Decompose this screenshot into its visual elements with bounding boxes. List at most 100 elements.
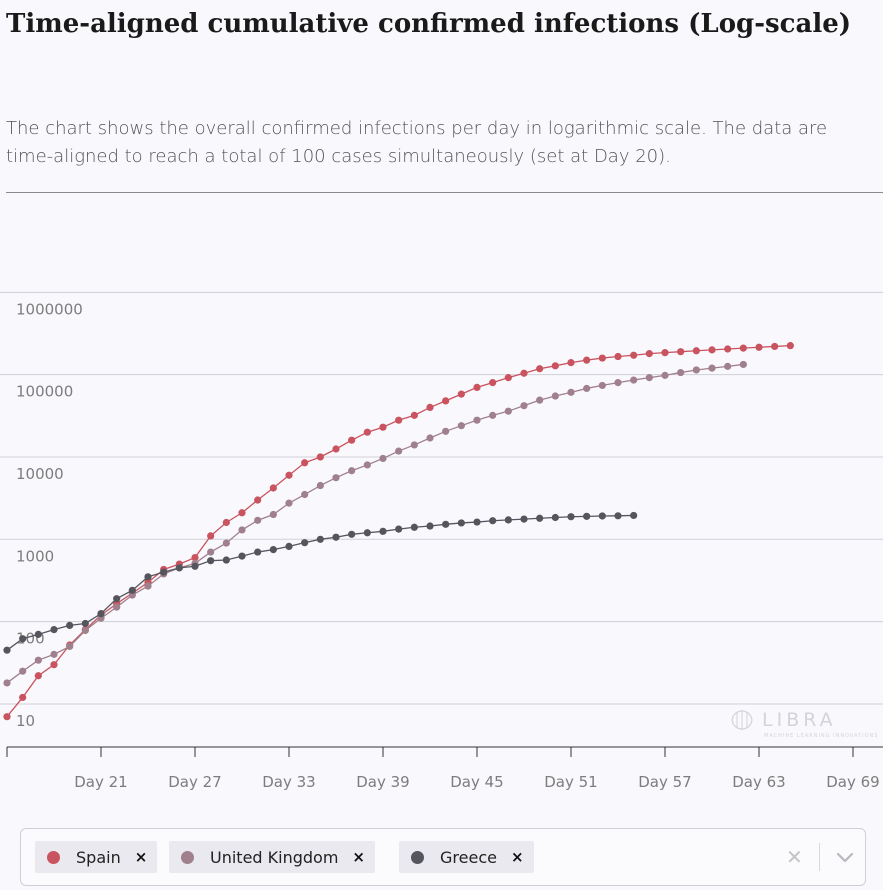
y-tick-label: 100000 [16,383,73,401]
data-point [207,557,214,564]
data-point [379,455,386,462]
data-point [599,354,606,361]
data-point [740,361,747,368]
data-point [505,408,512,415]
data-point [489,412,496,419]
data-point [708,365,715,372]
data-point [567,359,574,366]
data-point [724,345,731,352]
data-point [442,397,449,404]
data-point [520,370,527,377]
data-point [19,694,26,701]
data-point [411,524,418,531]
data-point [160,568,167,575]
x-tick-label: Day 57 [638,773,691,791]
data-point [364,429,371,436]
chevron-down-icon[interactable] [833,845,857,869]
data-point [787,342,794,349]
data-point [19,668,26,675]
data-point [317,482,324,489]
data-point [35,631,42,638]
data-point [458,422,465,429]
data-point [740,345,747,352]
data-point [567,389,574,396]
data-point [489,379,496,386]
data-point [411,412,418,419]
data-point [238,509,245,516]
data-point [50,661,57,668]
data-point [35,672,42,679]
x-tick-label: Day 33 [262,773,315,791]
series-greece [3,512,637,654]
data-point [332,445,339,452]
data-point [332,534,339,541]
data-point [505,516,512,523]
data-point [536,515,543,522]
data-point [348,467,355,474]
data-point [458,519,465,526]
x-tick-label: Day 69 [826,773,879,791]
data-point [614,379,621,386]
data-point [661,349,668,356]
x-tick-label: Day 27 [168,773,221,791]
data-point [693,347,700,354]
data-point [646,374,653,381]
remove-greece-button[interactable]: × [511,848,524,866]
data-point [442,428,449,435]
data-point [113,604,120,611]
data-point [395,417,402,424]
x-tick-label: Day 63 [732,773,785,791]
data-point [176,564,183,571]
series-color-dot [47,851,60,864]
data-point [489,517,496,524]
data-point [66,643,73,650]
chip-spain: Spain × [35,841,157,873]
data-point [301,491,308,498]
clear-all-button[interactable]: ✕ [786,845,803,869]
chip-label: United Kingdom [210,848,338,867]
data-point [238,526,245,533]
data-point [97,610,104,617]
x-tick-label: Day 45 [450,773,503,791]
data-point [207,532,214,539]
libra-watermark: LIBRA MACHINE LEARNING INNOVATIONS [732,709,878,739]
data-point [599,382,606,389]
y-tick-label: 1000000 [16,300,83,318]
libra-logo-icon [732,710,752,730]
data-point [520,515,527,522]
remove-united-kingdom-button[interactable]: × [352,848,365,866]
series-filter[interactable]: Spain × United Kingdom × Greece × ✕ [20,828,866,886]
data-point [317,536,324,543]
data-point [207,548,214,555]
data-point [3,713,10,720]
chip-label: Spain [76,848,121,867]
data-point [458,391,465,398]
x-axis: Day 21 Day 27 Day 33 Day 39 Day 45 Day 51 Day … [7,747,883,791]
data-point [364,529,371,536]
data-point [771,343,778,350]
chip-united-kingdom: United Kingdom × [169,841,375,873]
data-point [223,556,230,563]
data-point [614,512,621,519]
data-point [661,372,668,379]
y-tick-label: 10 [16,712,35,730]
y-axis-ticks: 101001000100001000001000000 [16,300,83,730]
data-point [520,402,527,409]
data-point [473,518,480,525]
series-line [7,515,634,650]
data-point [426,404,433,411]
data-point [254,517,261,524]
data-point [332,474,339,481]
data-point [144,573,151,580]
data-point [285,472,292,479]
data-point [630,512,637,519]
remove-spain-button[interactable]: × [135,848,148,866]
data-point [473,384,480,391]
data-point [630,352,637,359]
series-united-kingdom [3,361,747,687]
data-point [505,374,512,381]
data-point [3,679,10,686]
data-point [614,353,621,360]
data-point [411,441,418,448]
